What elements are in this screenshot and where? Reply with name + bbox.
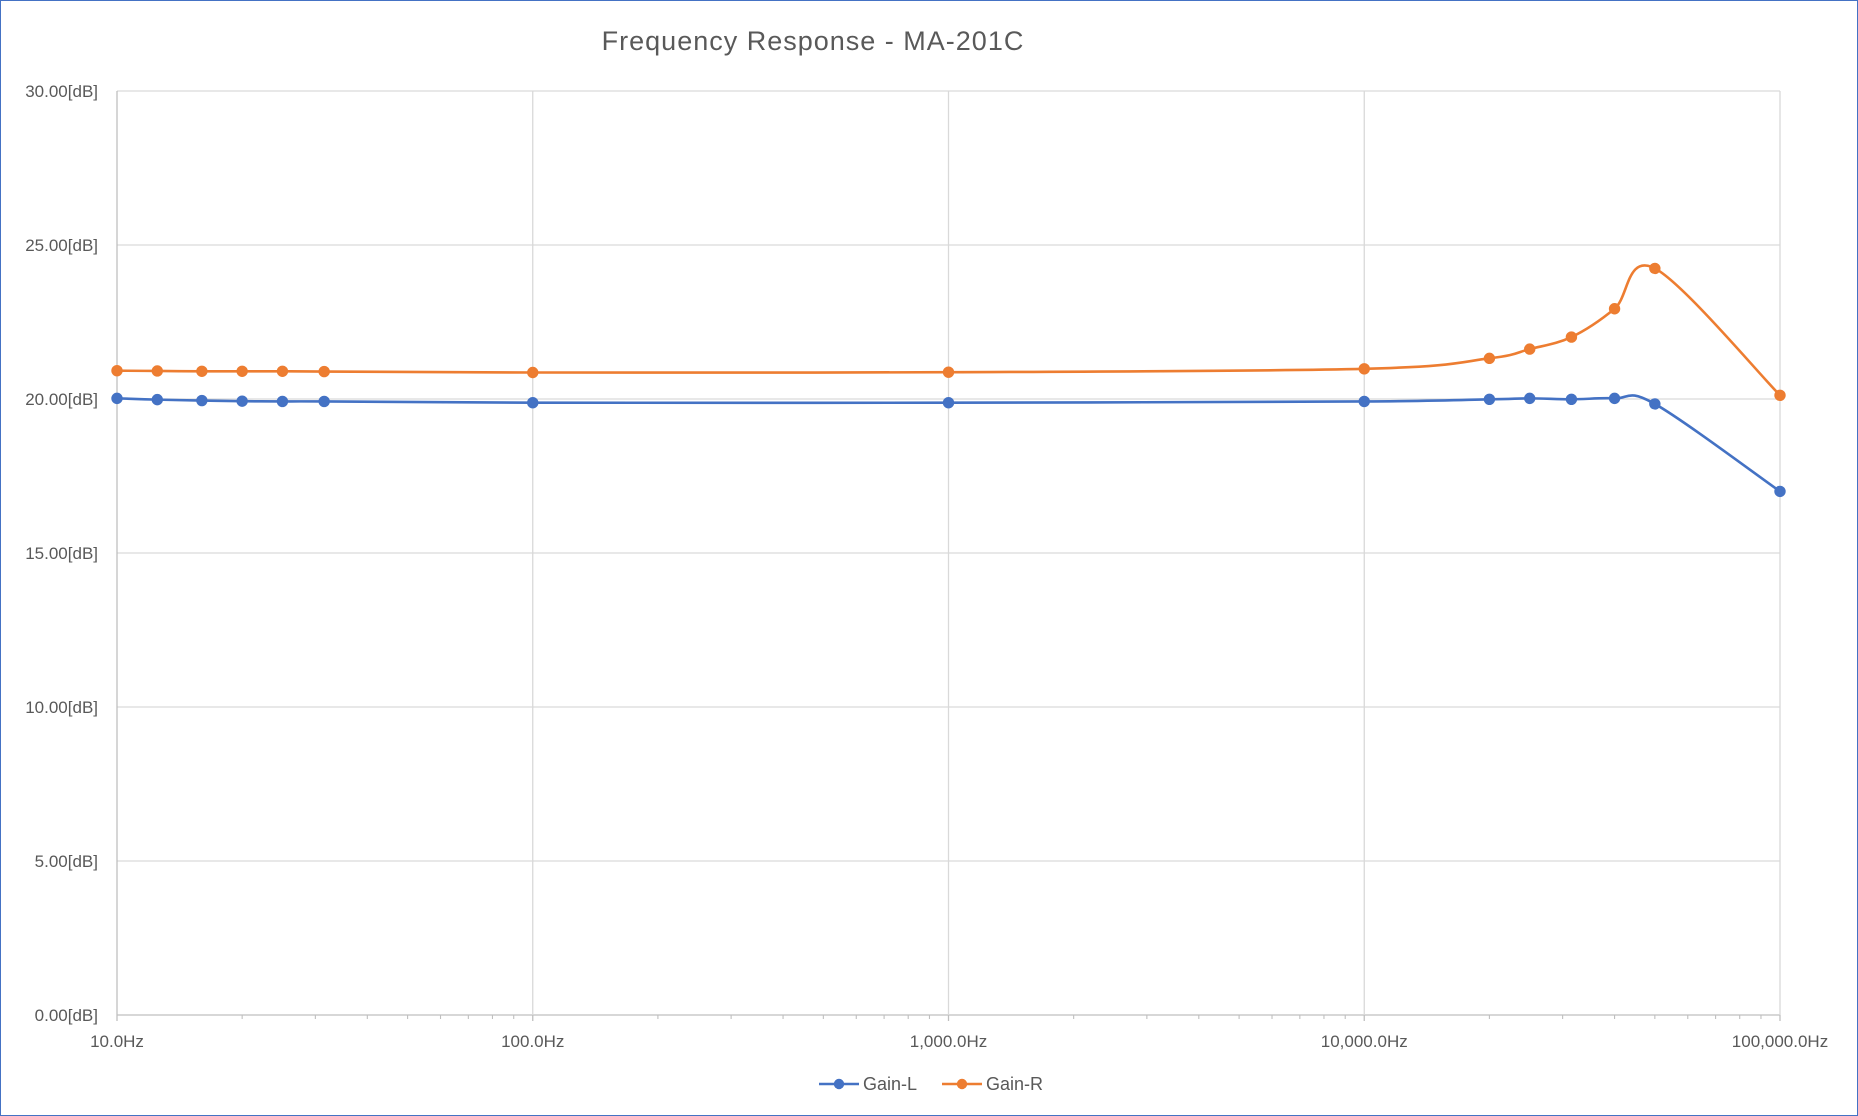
y-tick-label: 10.00[dB] (25, 698, 98, 717)
y-tick-label: 20.00[dB] (25, 390, 98, 409)
data-point (276, 395, 289, 408)
data-point (236, 395, 248, 407)
data-point (111, 392, 123, 405)
data-point (318, 365, 330, 378)
y-tick-label: 0.00[dB] (35, 1006, 98, 1025)
y-tick-label: 25.00[dB] (25, 236, 98, 255)
axes: 0.00[dB] 5.00[dB] 10.00[dB] 15.00[dB] 20.00[… (25, 82, 1828, 1051)
x-tick-label: 100,000.0Hz (1732, 1032, 1828, 1051)
data-point (527, 366, 539, 379)
series-group (111, 262, 1786, 498)
data-point (1608, 303, 1621, 315)
legend: Gain-L Gain-R (819, 1074, 1043, 1094)
data-point (151, 393, 163, 406)
legend-item: Gain-L (819, 1074, 917, 1094)
data-point (318, 395, 330, 408)
data-point (1483, 393, 1496, 406)
data-point (1523, 392, 1536, 405)
y-tick-label: 30.00[dB] (25, 82, 98, 101)
y-tick-label: 5.00[dB] (35, 852, 98, 871)
data-point (111, 364, 123, 377)
data-point (1774, 389, 1786, 402)
data-point (1358, 363, 1370, 375)
y-tick-label: 15.00[dB] (25, 544, 98, 563)
legend-label: Gain-L (863, 1074, 917, 1094)
legend-item: Gain-R (942, 1074, 1043, 1094)
data-point (1358, 395, 1370, 408)
data-point (196, 365, 208, 377)
grid (116, 90, 1781, 1016)
data-point (942, 366, 955, 378)
x-tick-label: 10,000.0Hz (1321, 1032, 1408, 1051)
data-point (1523, 343, 1536, 355)
x-tick-label: 1,000.0Hz (910, 1032, 988, 1051)
legend-label: Gain-R (986, 1074, 1043, 1094)
data-point (1649, 262, 1661, 275)
data-point (276, 365, 289, 377)
data-point (1565, 331, 1578, 343)
x-tick-label: 10.0Hz (90, 1032, 144, 1051)
data-point (1608, 392, 1621, 405)
data-point (196, 394, 208, 407)
legend-marker (956, 1078, 968, 1090)
series-gain-l (111, 392, 1786, 498)
data-point (1649, 398, 1661, 410)
data-point (527, 396, 539, 409)
data-point (1565, 393, 1578, 406)
data-point (942, 396, 955, 409)
chart-title: Frequency Response - MA-201C (602, 26, 1025, 56)
x-tick-label: 100.0Hz (501, 1032, 564, 1051)
data-point (1774, 485, 1786, 498)
data-point (236, 365, 248, 377)
data-point (151, 365, 163, 377)
series-gain-r (111, 262, 1786, 402)
legend-marker (833, 1078, 845, 1090)
data-point (1483, 352, 1496, 365)
